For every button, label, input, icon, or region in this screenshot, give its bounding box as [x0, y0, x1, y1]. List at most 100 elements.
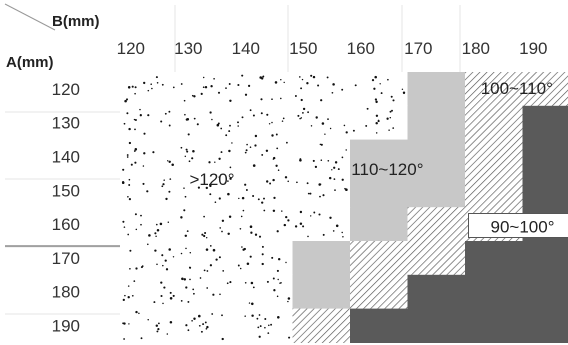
dot	[180, 83, 183, 85]
dot	[140, 337, 143, 340]
dot	[271, 134, 274, 137]
dot	[264, 326, 266, 329]
dot	[354, 84, 357, 87]
dot	[250, 231, 253, 234]
cell-150-190	[522, 173, 568, 208]
dot	[272, 277, 275, 280]
dot	[261, 77, 264, 80]
dot	[129, 249, 132, 252]
dot	[134, 213, 137, 216]
dot	[211, 313, 214, 315]
dot	[209, 111, 212, 114]
dot	[217, 122, 220, 125]
dot	[206, 287, 209, 289]
cell-150-180	[465, 173, 524, 208]
dot	[198, 314, 201, 318]
dot	[343, 124, 346, 127]
dot	[277, 257, 281, 261]
dot	[155, 76, 158, 79]
dot	[192, 150, 195, 153]
dot	[266, 180, 269, 183]
dot	[150, 83, 152, 85]
dot	[157, 322, 160, 325]
dot	[229, 124, 231, 127]
dot	[252, 286, 255, 289]
row-tick-140: 140	[52, 148, 80, 167]
dot	[172, 86, 175, 89]
dot	[333, 166, 336, 169]
dot	[276, 147, 279, 150]
dot	[260, 112, 263, 115]
dot	[168, 160, 171, 164]
dot	[127, 86, 131, 89]
dot	[184, 234, 188, 238]
col-tick-160: 160	[347, 39, 375, 58]
dot	[126, 112, 129, 115]
dot	[319, 183, 322, 185]
dot	[209, 184, 212, 188]
zone-label-box-z4	[468, 213, 568, 238]
dot	[203, 234, 206, 238]
dot	[276, 295, 279, 298]
dot	[186, 118, 190, 121]
cell-120-140	[235, 72, 294, 107]
dot	[167, 221, 170, 223]
dot	[280, 97, 282, 100]
dot	[214, 161, 216, 163]
dot	[245, 149, 248, 152]
dot	[388, 129, 390, 131]
column-tick-labels: 120 130 140 150 160 170 180 190	[117, 39, 548, 58]
dot	[258, 314, 261, 316]
dot	[202, 76, 205, 79]
dot	[302, 225, 305, 228]
dot	[312, 159, 315, 162]
dot	[192, 288, 195, 291]
dot	[205, 248, 209, 251]
dot	[209, 183, 211, 186]
dot	[152, 151, 155, 154]
dot	[222, 270, 225, 272]
dot	[187, 133, 190, 136]
zone-cells	[120, 72, 568, 343]
dot	[266, 113, 269, 116]
dot	[240, 215, 243, 218]
dot	[231, 142, 233, 144]
cell-150-140	[235, 173, 294, 208]
dot	[244, 315, 246, 317]
dot	[180, 300, 183, 302]
dot	[277, 169, 280, 171]
dot	[265, 149, 269, 152]
dot	[131, 85, 134, 88]
dot	[313, 211, 316, 214]
dot	[331, 169, 333, 171]
dot	[319, 143, 322, 146]
col-tick-190: 190	[519, 39, 547, 58]
dot	[332, 83, 335, 86]
dot	[287, 300, 289, 303]
dot	[283, 223, 287, 227]
dot	[183, 278, 187, 281]
dot	[219, 293, 221, 296]
cell-130-150	[292, 105, 351, 141]
row-tick-160: 160	[52, 215, 80, 234]
dot	[261, 201, 264, 204]
dot	[133, 280, 136, 282]
dot	[153, 301, 156, 304]
dot	[129, 267, 131, 270]
dot	[186, 150, 189, 153]
dot	[200, 330, 203, 333]
dot	[212, 293, 215, 296]
dot	[168, 124, 171, 127]
dot	[122, 322, 124, 325]
dot	[389, 110, 392, 113]
cell-180-140	[235, 274, 294, 310]
dot	[321, 122, 325, 125]
dot	[307, 111, 309, 114]
dot	[172, 256, 175, 258]
dot	[184, 113, 186, 116]
dot	[401, 88, 404, 91]
dot	[165, 197, 168, 201]
dot	[135, 228, 138, 231]
dot	[169, 321, 173, 324]
dot	[166, 333, 169, 335]
